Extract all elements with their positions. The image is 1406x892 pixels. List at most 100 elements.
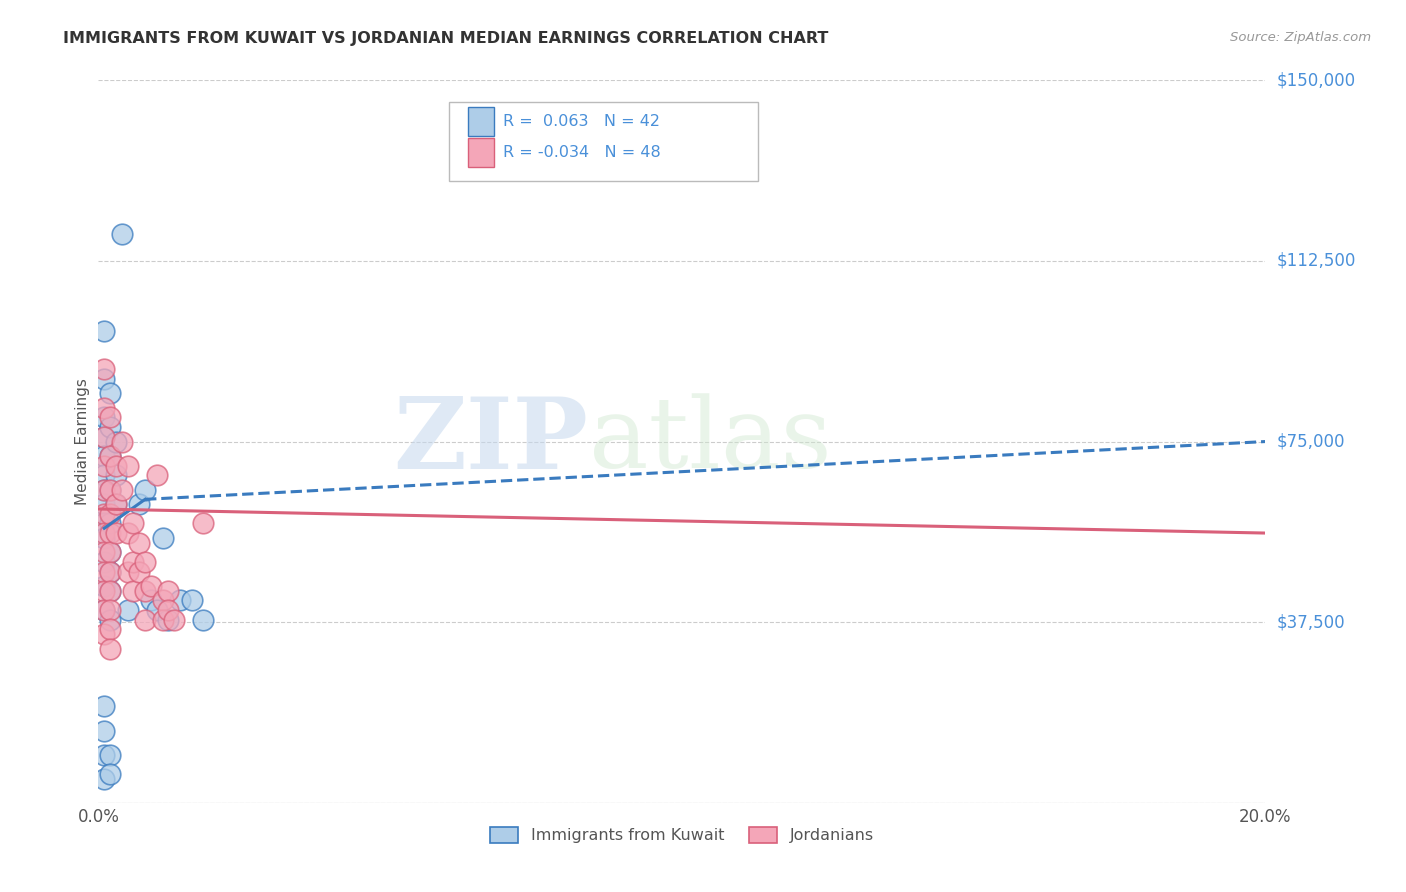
Point — [93, 507, 115, 521]
Point — [169, 593, 191, 607]
FancyBboxPatch shape — [449, 102, 758, 181]
Point — [104, 468, 127, 483]
Point — [93, 372, 115, 386]
Point — [98, 516, 121, 531]
Point — [93, 362, 115, 376]
Point — [117, 526, 139, 541]
Text: $75,000: $75,000 — [1277, 433, 1346, 450]
Point — [98, 420, 121, 434]
Point — [104, 458, 127, 473]
Point — [98, 583, 121, 598]
Point — [93, 497, 115, 511]
Point — [98, 641, 121, 656]
Text: $37,500: $37,500 — [1277, 613, 1346, 632]
Point — [98, 483, 121, 497]
Point — [98, 410, 121, 425]
Point — [146, 468, 169, 483]
Point — [146, 603, 169, 617]
Point — [98, 545, 121, 559]
Point — [98, 483, 121, 497]
Point — [93, 603, 115, 617]
Point — [134, 583, 156, 598]
Point — [152, 613, 174, 627]
Point — [180, 593, 202, 607]
Point — [98, 449, 121, 463]
Point — [139, 579, 162, 593]
Point — [93, 410, 115, 425]
Text: $112,500: $112,500 — [1277, 252, 1355, 270]
Point — [193, 613, 215, 627]
Text: R = -0.034   N = 48: R = -0.034 N = 48 — [503, 145, 661, 160]
Text: R =  0.063   N = 42: R = 0.063 N = 42 — [503, 114, 661, 129]
Point — [111, 483, 134, 497]
Point — [93, 526, 115, 541]
Point — [93, 565, 115, 579]
Point — [111, 434, 134, 449]
Point — [98, 583, 121, 598]
Point — [93, 579, 115, 593]
Point — [93, 324, 115, 338]
Point — [117, 565, 139, 579]
Point — [93, 430, 115, 444]
Point — [93, 603, 115, 617]
Point — [128, 497, 150, 511]
Point — [98, 386, 121, 401]
Point — [93, 483, 115, 497]
Point — [117, 603, 139, 617]
Point — [93, 468, 115, 483]
Point — [128, 535, 150, 549]
Point — [98, 545, 121, 559]
Point — [152, 593, 174, 607]
Point — [134, 613, 156, 627]
Point — [98, 526, 121, 541]
Point — [122, 583, 145, 598]
Point — [157, 583, 180, 598]
Point — [93, 458, 115, 473]
Point — [122, 516, 145, 531]
Text: IMMIGRANTS FROM KUWAIT VS JORDANIAN MEDIAN EARNINGS CORRELATION CHART: IMMIGRANTS FROM KUWAIT VS JORDANIAN MEDI… — [63, 31, 828, 46]
Point — [98, 603, 121, 617]
Point — [163, 613, 186, 627]
Text: Source: ZipAtlas.com: Source: ZipAtlas.com — [1230, 31, 1371, 45]
Point — [93, 483, 115, 497]
Point — [98, 613, 121, 627]
Point — [98, 767, 121, 781]
Y-axis label: Median Earnings: Median Earnings — [75, 378, 90, 505]
Point — [98, 623, 121, 637]
Point — [93, 531, 115, 545]
Point — [93, 772, 115, 786]
Text: ZIP: ZIP — [394, 393, 589, 490]
Text: atlas: atlas — [589, 393, 831, 490]
Point — [98, 565, 121, 579]
Point — [122, 555, 145, 569]
Point — [157, 613, 180, 627]
Point — [93, 627, 115, 641]
Point — [93, 699, 115, 714]
FancyBboxPatch shape — [468, 107, 494, 136]
Point — [98, 507, 121, 521]
FancyBboxPatch shape — [468, 138, 494, 167]
Point — [193, 516, 215, 531]
Point — [93, 747, 115, 762]
Point — [98, 747, 121, 762]
Point — [93, 583, 115, 598]
Point — [93, 723, 115, 738]
Legend: Immigrants from Kuwait, Jordanians: Immigrants from Kuwait, Jordanians — [484, 821, 880, 850]
Point — [98, 449, 121, 463]
Point — [104, 497, 127, 511]
Text: $150,000: $150,000 — [1277, 71, 1355, 89]
Point — [93, 545, 115, 559]
Point — [98, 565, 121, 579]
Point — [111, 227, 134, 242]
Point — [93, 401, 115, 415]
Point — [152, 531, 174, 545]
Point — [93, 449, 115, 463]
Point — [139, 593, 162, 607]
Point — [134, 555, 156, 569]
Point — [117, 458, 139, 473]
Point — [104, 434, 127, 449]
Point — [104, 497, 127, 511]
Point — [134, 483, 156, 497]
Point — [93, 555, 115, 569]
Point — [93, 516, 115, 531]
